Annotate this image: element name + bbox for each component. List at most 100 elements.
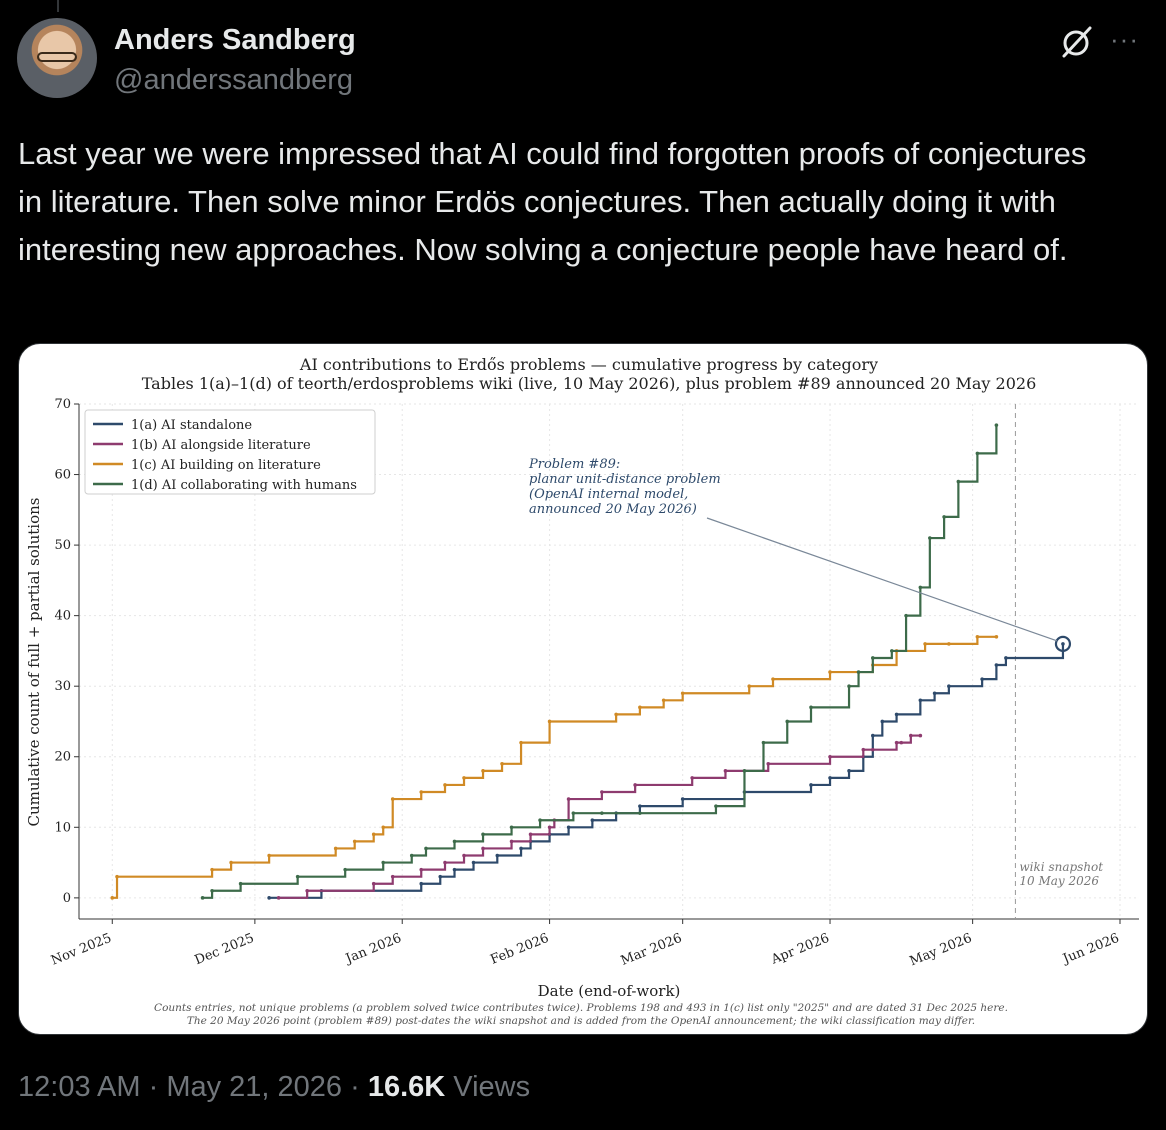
- series-point-4: [210, 888, 214, 893]
- chart-footnote: Counts entries, not unique problems (a p…: [154, 1002, 1008, 1014]
- problem-89-annotation: (OpenAI internal model,: [529, 487, 688, 502]
- x-tick-label: Feb 2026: [488, 931, 551, 968]
- series-point-2: [894, 740, 899, 745]
- x-tick-label: Apr 2026: [768, 931, 831, 968]
- series-point-2: [690, 776, 694, 780]
- tweet-date[interactable]: May 21, 2026: [166, 1071, 343, 1103]
- series-point-4: [343, 867, 347, 872]
- series-point-3: [975, 635, 980, 639]
- meta-separator: ·: [148, 1071, 167, 1103]
- series-point-4: [509, 825, 514, 830]
- series-point-3: [547, 719, 552, 724]
- y-tick-label: 50: [54, 538, 71, 553]
- x-tick-label: Nov 2025: [49, 931, 114, 969]
- legend-label-3: 1(c) AI building on literature: [131, 458, 321, 473]
- series-point-1: [566, 825, 571, 830]
- series-point-3: [115, 874, 119, 879]
- series-point-3: [614, 712, 618, 717]
- y-tick-label: 60: [54, 468, 71, 483]
- series-point-1: [495, 853, 500, 858]
- series-point-4: [600, 811, 604, 815]
- series-point-4: [904, 613, 908, 618]
- series-point-2: [566, 797, 571, 801]
- series-point-3: [390, 797, 395, 801]
- series-point-4: [856, 670, 861, 674]
- series-point-1: [1004, 656, 1008, 660]
- series-point-3: [771, 677, 775, 681]
- series-point-3: [661, 698, 666, 703]
- tweet-time[interactable]: 12:03 AM: [18, 1071, 141, 1103]
- series-point-1: [438, 874, 443, 879]
- legend-label-4: 1(d) AI collaborating with humans: [131, 478, 357, 493]
- series-point-2: [909, 733, 913, 738]
- series-point-2: [462, 853, 466, 858]
- views-label: Views: [453, 1071, 531, 1103]
- series-point-1: [267, 896, 271, 900]
- series-point-3: [419, 790, 424, 794]
- y-tick-label: 0: [63, 891, 71, 906]
- series-point-3: [994, 635, 999, 639]
- series-point-3: [381, 825, 386, 830]
- more-dots-icon[interactable]: ···: [1110, 24, 1139, 54]
- series-point-4: [975, 451, 980, 456]
- series-point-2: [528, 832, 533, 837]
- series-point-2: [899, 740, 904, 745]
- series-point-1: [994, 663, 999, 667]
- avatar[interactable]: [17, 18, 97, 98]
- y-tick-label: 40: [54, 609, 71, 624]
- series-point-3: [333, 846, 338, 851]
- series-point-4: [918, 585, 923, 590]
- problem-89-annotation: announced 20 May 2026): [529, 502, 697, 517]
- grok-slash-icon[interactable]: [1058, 24, 1094, 60]
- series-point-2: [633, 783, 637, 787]
- series-point-3: [210, 867, 214, 872]
- series-point-4: [956, 479, 961, 484]
- problem-89-arrow: [706, 517, 1058, 642]
- series-point-4: [638, 811, 642, 815]
- series-point-2: [276, 896, 281, 900]
- series-point-2: [547, 825, 552, 830]
- series-point-4: [538, 818, 542, 823]
- series-point-3: [519, 740, 523, 745]
- problem-89-annotation: Problem #89:: [528, 457, 620, 472]
- y-tick-label: 30: [54, 679, 71, 694]
- series-point-1: [809, 783, 813, 787]
- chart-subtitle: Tables 1(a)–1(d) of teorth/erdosproblems…: [142, 374, 1037, 393]
- legend-box: [84, 409, 376, 495]
- chart-title: AI contributions to Erdős problems — cum…: [299, 355, 878, 374]
- legend-label-2: 1(b) AI alongside literature: [131, 438, 311, 453]
- series-point-1: [932, 691, 937, 696]
- y-tick-label: 20: [54, 750, 71, 765]
- series-point-1: [419, 881, 424, 886]
- series-point-1: [947, 684, 951, 688]
- series-point-4: [452, 839, 457, 844]
- series-point-2: [766, 761, 771, 766]
- series-point-4: [742, 769, 747, 773]
- series-point-4: [571, 811, 576, 815]
- x-tick-label: Mar 2026: [619, 931, 684, 969]
- series-point-1: [638, 804, 642, 808]
- series-point-1: [918, 698, 923, 703]
- series-point-2: [371, 881, 376, 886]
- series-point-1: [847, 769, 851, 773]
- series-point-4: [424, 846, 428, 851]
- series-point-2: [509, 839, 514, 844]
- tweet-media-chart[interactable]: AI contributions to Erdős problems — cum…: [18, 343, 1148, 1035]
- series-point-1: [452, 867, 457, 872]
- series-point-3: [828, 670, 832, 674]
- series-point-3: [462, 776, 466, 780]
- series-point-2: [871, 747, 875, 752]
- x-axis-label: Date (end-of-work): [538, 982, 681, 1000]
- tweet-text: Last year we were impressed that AI coul…: [18, 136, 1087, 267]
- series-point-4: [871, 656, 875, 660]
- author-display-name[interactable]: Anders Sandberg: [114, 24, 356, 56]
- series-point-3: [267, 853, 271, 858]
- series-point-3: [481, 769, 485, 773]
- series-point-2: [390, 874, 395, 879]
- author-handle[interactable]: @anderssandberg: [114, 64, 354, 96]
- series-point-2: [828, 754, 832, 759]
- series-point-2: [723, 769, 728, 773]
- series-point-4: [761, 740, 766, 745]
- series-point-1: [680, 797, 685, 801]
- snapshot-annotation: 10 May 2026: [1019, 874, 1099, 888]
